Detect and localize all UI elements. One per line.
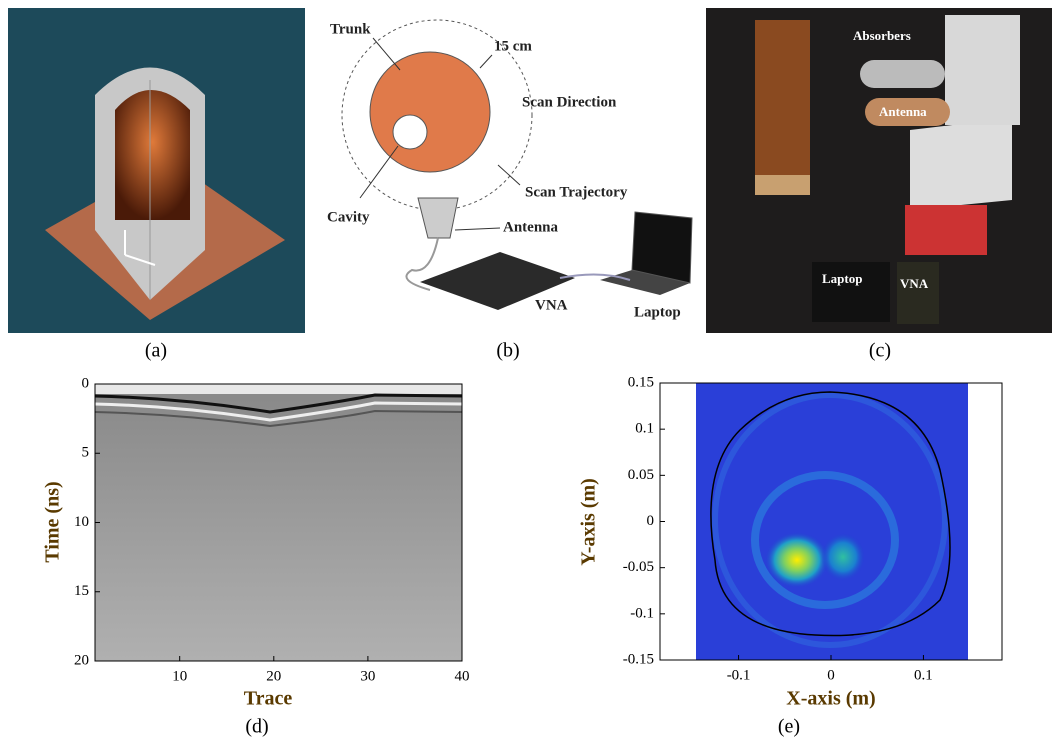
diagram-label: 15 cm — [494, 38, 532, 54]
y-tick-label: 5 — [82, 445, 90, 461]
y-tick-label: -0.1 — [630, 605, 654, 621]
photo-label: Antenna — [879, 104, 927, 119]
x-axis-label: X-axis (m) — [786, 688, 875, 710]
panel-label: (c) — [869, 340, 891, 362]
diagram-label: Cavity — [327, 209, 370, 225]
y-tick-label: 0 — [82, 375, 90, 391]
radargram: Trace Time (ns) — [42, 384, 462, 710]
diagram-label: Scan Trajectory — [525, 184, 628, 200]
diagram-b: Trunk 15 cm Scan Direction Cavity Scan T… — [318, 8, 702, 333]
photo-label: VNA — [900, 276, 929, 291]
x-tick-label: 30 — [360, 668, 375, 684]
diagram-label: Trunk — [330, 21, 371, 37]
y-tick-label: 0.1 — [635, 421, 654, 437]
diagram-label: Laptop — [634, 304, 681, 320]
y-tick-label: 0.15 — [628, 374, 654, 390]
y-tick-label: 0.05 — [628, 467, 654, 483]
panel-label: (e) — [778, 716, 800, 738]
diagram-label: Antenna — [503, 219, 559, 235]
x-tick-label: 0.1 — [914, 667, 933, 683]
figure: Trunk 15 cm Scan Direction Cavity Scan T… — [0, 0, 1059, 745]
photo-c: Absorbers Antenna Laptop VNA — [706, 8, 1052, 333]
y-tick-label: 15 — [74, 583, 89, 599]
y-tick-label: -0.05 — [623, 559, 654, 575]
y-tick-label: 20 — [74, 652, 89, 668]
diagram-label: Scan Direction — [522, 94, 617, 110]
x-tick-label: 40 — [455, 668, 470, 684]
y-tick-label: 10 — [74, 514, 89, 530]
y-tick-label: -0.15 — [623, 651, 654, 667]
y-tick-label: 0 — [647, 513, 655, 529]
x-tick-label: 20 — [266, 668, 281, 684]
x-tick-label: 0 — [827, 667, 835, 683]
photo-a — [8, 8, 305, 333]
photo-label: Laptop — [822, 271, 862, 286]
y-axis-label: Time (ns) — [42, 481, 64, 562]
panel-label: (d) — [245, 716, 268, 738]
x-tick-label: 10 — [172, 668, 187, 684]
panel-label: (b) — [496, 340, 519, 362]
x-axis-label: Trace — [244, 688, 293, 710]
x-tick-label: -0.1 — [727, 667, 751, 683]
photo-label: Absorbers — [853, 28, 911, 43]
y-axis-label: Y-axis (m) — [578, 478, 600, 566]
panel-label: (a) — [145, 340, 167, 362]
diagram-label: VNA — [535, 297, 568, 313]
